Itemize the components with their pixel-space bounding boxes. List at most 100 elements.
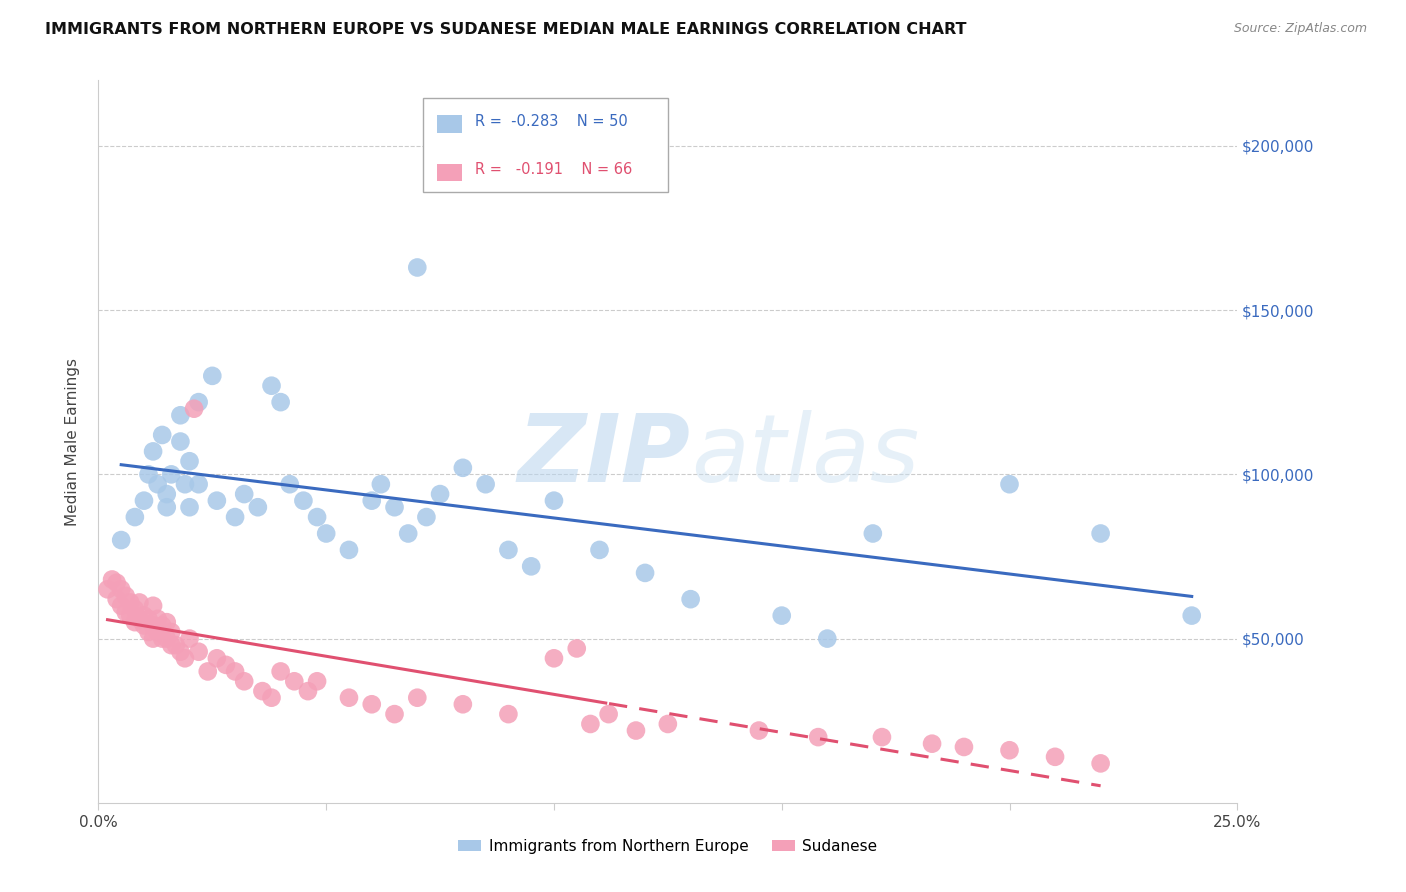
- Point: [187, 395, 209, 409]
- Point: [197, 665, 219, 679]
- Point: [183, 401, 205, 416]
- Point: [124, 602, 146, 616]
- Point: [474, 477, 496, 491]
- Text: atlas: atlas: [690, 410, 920, 501]
- Point: [142, 618, 165, 632]
- Bar: [437, 164, 461, 181]
- Point: [96, 582, 118, 597]
- Point: [205, 493, 228, 508]
- Point: [252, 684, 274, 698]
- Point: [384, 500, 406, 515]
- Point: [179, 632, 201, 646]
- Text: R =   -0.191    N = 66: R = -0.191 N = 66: [475, 162, 633, 178]
- Point: [124, 615, 146, 630]
- Point: [862, 526, 884, 541]
- Point: [451, 698, 474, 712]
- Point: [543, 493, 565, 508]
- Point: [770, 608, 793, 623]
- Point: [679, 592, 702, 607]
- Point: [370, 477, 392, 491]
- Point: [998, 477, 1021, 491]
- Point: [270, 395, 292, 409]
- Point: [101, 573, 124, 587]
- Text: ZIP: ZIP: [517, 410, 690, 502]
- Point: [156, 487, 179, 501]
- Point: [160, 467, 183, 482]
- Point: [260, 690, 283, 705]
- Point: [187, 645, 209, 659]
- Point: [120, 608, 142, 623]
- Point: [634, 566, 657, 580]
- Point: [307, 674, 329, 689]
- Point: [150, 618, 173, 632]
- Point: [297, 684, 319, 698]
- Point: [150, 428, 173, 442]
- Point: [360, 493, 382, 508]
- Point: [132, 493, 155, 508]
- Point: [128, 595, 150, 609]
- Point: [124, 510, 146, 524]
- Point: [415, 510, 437, 524]
- Point: [132, 618, 155, 632]
- Text: R =  -0.283    N = 50: R = -0.283 N = 50: [475, 113, 628, 128]
- Point: [105, 592, 128, 607]
- Point: [201, 368, 224, 383]
- Point: [150, 632, 173, 646]
- Point: [565, 641, 588, 656]
- Point: [156, 500, 179, 515]
- Point: [205, 651, 228, 665]
- Point: [142, 444, 165, 458]
- Point: [921, 737, 943, 751]
- Legend: Immigrants from Northern Europe, Sudanese: Immigrants from Northern Europe, Sudanes…: [453, 833, 883, 860]
- Point: [179, 454, 201, 468]
- Point: [1181, 608, 1204, 623]
- Point: [1090, 526, 1112, 541]
- Bar: [437, 115, 461, 133]
- Point: [498, 542, 520, 557]
- Point: [120, 595, 142, 609]
- Point: [110, 582, 132, 597]
- Point: [156, 632, 179, 646]
- Point: [543, 651, 565, 665]
- Point: [807, 730, 830, 744]
- Point: [224, 510, 246, 524]
- Point: [169, 434, 191, 449]
- Point: [146, 477, 169, 491]
- Point: [142, 632, 165, 646]
- Point: [278, 477, 301, 491]
- Point: [657, 717, 679, 731]
- Point: [169, 409, 191, 423]
- Point: [146, 612, 169, 626]
- Point: [160, 625, 183, 640]
- Point: [624, 723, 647, 738]
- Point: [579, 717, 602, 731]
- Point: [160, 638, 183, 652]
- Point: [165, 638, 187, 652]
- Point: [187, 477, 209, 491]
- Point: [1090, 756, 1112, 771]
- Point: [138, 612, 160, 626]
- Point: [498, 707, 520, 722]
- Point: [360, 698, 382, 712]
- Point: [179, 500, 201, 515]
- Point: [146, 625, 169, 640]
- Point: [114, 589, 136, 603]
- Point: [870, 730, 893, 744]
- Point: [114, 605, 136, 619]
- Point: [174, 651, 197, 665]
- Point: [156, 615, 179, 630]
- Point: [406, 260, 429, 275]
- Point: [292, 493, 315, 508]
- Point: [132, 608, 155, 623]
- Point: [451, 460, 474, 475]
- Point: [429, 487, 451, 501]
- Point: [406, 690, 429, 705]
- Point: [233, 674, 256, 689]
- Point: [588, 542, 610, 557]
- Point: [337, 542, 360, 557]
- Y-axis label: Median Male Earnings: Median Male Earnings: [65, 358, 80, 525]
- Point: [953, 739, 976, 754]
- Point: [520, 559, 543, 574]
- Point: [1043, 749, 1066, 764]
- Point: [598, 707, 620, 722]
